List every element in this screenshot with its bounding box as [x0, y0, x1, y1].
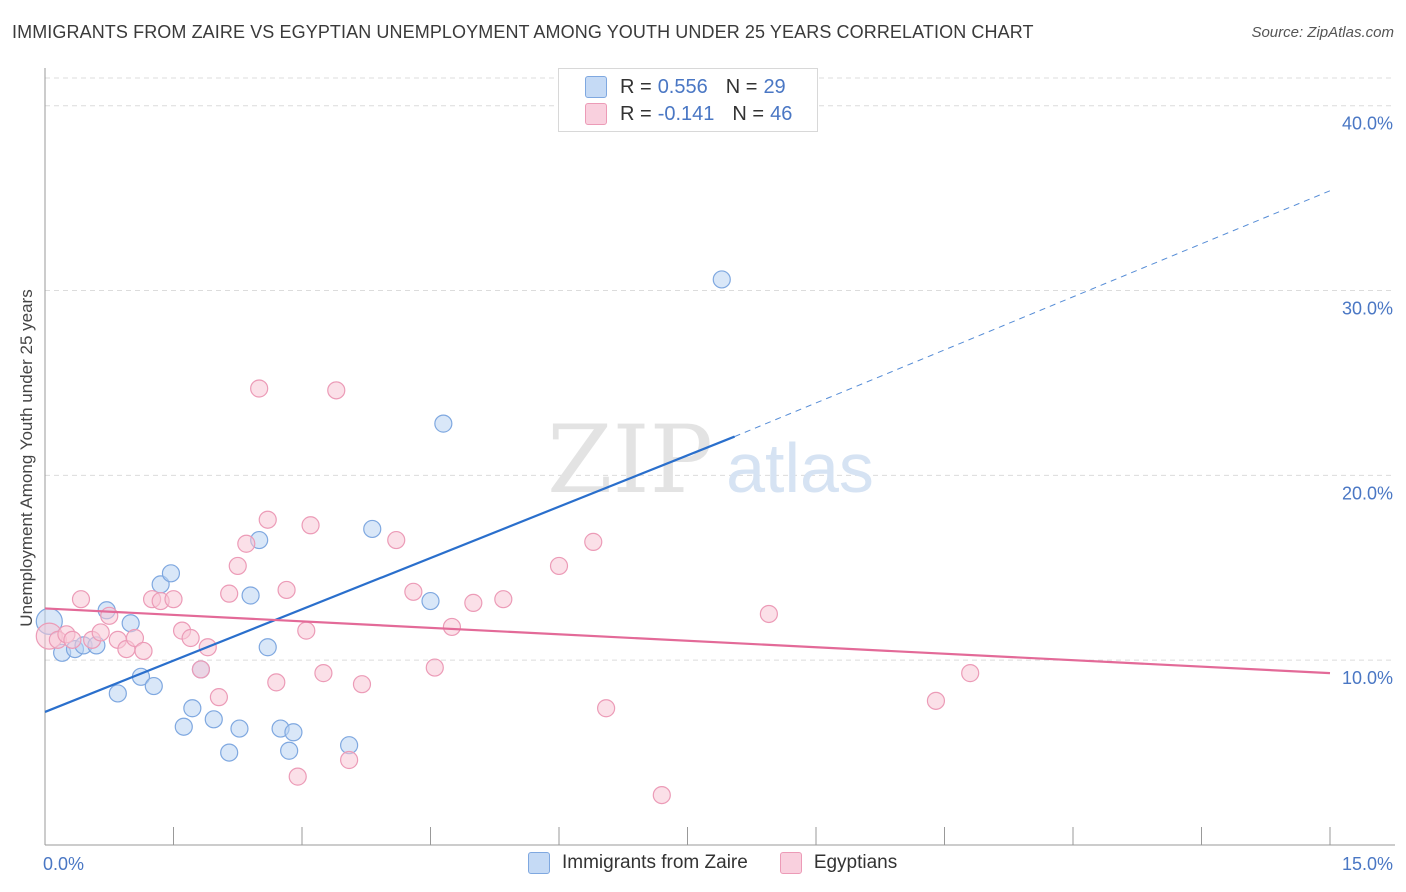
data-point-zaire: [144, 676, 163, 696]
legend-swatch-pink: [585, 103, 607, 125]
n-value: 29: [763, 75, 786, 98]
data-point-egyptians: [442, 617, 462, 637]
series-legend: Immigrants from Zaire Egyptians: [528, 852, 929, 874]
data-point-zaire: [421, 591, 440, 611]
data-point-egyptians: [597, 699, 616, 718]
data-point-egyptians: [926, 691, 946, 710]
data-point-egyptians: [191, 660, 211, 679]
data-point-egyptians: [91, 623, 110, 642]
y-tick-label: 10.0%: [1342, 668, 1393, 688]
data-point-zaire: [363, 519, 382, 539]
data-point-egyptians: [63, 630, 82, 649]
legend-item-zaire: Immigrants from Zaire: [528, 852, 748, 874]
data-point-egyptians: [464, 593, 483, 612]
data-point-egyptians: [258, 510, 277, 529]
data-point-egyptians: [297, 621, 316, 640]
n-value: 46: [770, 102, 793, 125]
stats-legend-row-egyptians: R = -0.141 N = 46: [585, 102, 792, 126]
y-axis-label: Unemployment Among Youth under 25 years: [17, 289, 36, 627]
data-point-egyptians: [301, 516, 320, 535]
data-point-egyptians: [228, 556, 247, 576]
y-tick-label: 40.0%: [1342, 114, 1393, 134]
y-tick-label: 30.0%: [1342, 299, 1393, 319]
trend-line-egyptians: [44, 607, 1331, 675]
data-points: [35, 270, 980, 805]
data-point-egyptians: [387, 530, 406, 550]
data-point-egyptians: [549, 556, 569, 576]
legend-swatch-blue: [585, 76, 607, 98]
data-point-zaire: [230, 719, 249, 738]
data-point-zaire: [204, 710, 223, 729]
data-point-egyptians: [404, 582, 423, 601]
data-point-egyptians: [220, 584, 239, 603]
watermark-zip: ZIP: [547, 406, 713, 515]
data-point-egyptians: [181, 628, 200, 648]
legend-swatch-blue: [528, 852, 550, 874]
gridlines: [45, 77, 1395, 661]
x-tick-label: 0.0%: [43, 854, 84, 874]
trend-extension-zaire: [734, 190, 1331, 438]
data-point-zaire: [108, 684, 127, 703]
axes: [44, 68, 1395, 846]
data-point-egyptians: [961, 664, 980, 683]
data-point-zaire: [220, 743, 239, 762]
data-point-egyptians: [494, 590, 513, 609]
r-label: R =: [620, 75, 652, 98]
chart-source: Source: ZipAtlas.com: [1251, 24, 1394, 41]
n-label: N =: [725, 75, 758, 98]
data-point-egyptians: [340, 750, 359, 770]
watermark-atlas: atlas: [726, 429, 874, 507]
r-label: R =: [620, 102, 652, 125]
legend-label-zaire: Immigrants from Zaire: [562, 852, 748, 873]
data-point-zaire: [183, 699, 202, 718]
data-point-zaire: [161, 564, 181, 583]
data-point-egyptians: [237, 534, 256, 553]
tick-labels: 10.0% 20.0% 30.0% 40.0% 0.0% 15.0%: [43, 114, 1393, 874]
stats-legend: R = 0.556 N = 29 R = -0.141 N = 46: [558, 68, 818, 132]
data-point-egyptians: [425, 658, 444, 677]
legend-label-egyptians: Egyptians: [813, 852, 898, 873]
chart-title: IMMIGRANTS FROM ZAIRE VS EGYPTIAN UNEMPL…: [12, 22, 1034, 42]
data-point-egyptians: [134, 641, 153, 661]
data-point-egyptians: [250, 379, 269, 398]
x-tick-label: 15.0%: [1342, 854, 1393, 874]
trend-line-zaire: [44, 435, 736, 713]
trend-lines: [44, 190, 1331, 713]
data-point-zaire: [284, 723, 303, 742]
data-point-egyptians: [288, 767, 307, 786]
data-point-zaire: [258, 638, 277, 657]
data-point-zaire: [174, 717, 193, 736]
data-point-zaire: [241, 586, 260, 605]
watermark: ZIP atlas: [547, 406, 874, 515]
r-value: -0.141: [657, 102, 715, 125]
data-point-zaire: [280, 741, 299, 760]
r-value: 0.556: [657, 75, 708, 98]
data-point-egyptians: [125, 628, 145, 648]
data-point-egyptians: [584, 532, 603, 551]
data-point-egyptians: [71, 590, 91, 609]
data-point-zaire: [712, 270, 731, 289]
data-point-egyptians: [652, 785, 671, 805]
y-tick-label: 20.0%: [1342, 483, 1393, 503]
legend-swatch-pink: [779, 852, 802, 874]
data-point-egyptians: [327, 381, 346, 400]
data-point-egyptians: [267, 673, 286, 692]
data-point-egyptians: [277, 580, 296, 600]
data-point-egyptians: [352, 675, 372, 694]
n-label: N =: [732, 102, 765, 125]
data-point-egyptians: [100, 606, 119, 625]
data-point-zaire: [434, 414, 453, 433]
data-point-egyptians: [164, 590, 183, 609]
stats-legend-row-zaire: R = 0.556 N = 29: [585, 75, 786, 99]
data-point-egyptians: [314, 664, 333, 683]
data-point-egyptians: [759, 604, 778, 624]
data-point-egyptians: [209, 688, 229, 707]
legend-item-egyptians: Egyptians: [779, 852, 898, 874]
